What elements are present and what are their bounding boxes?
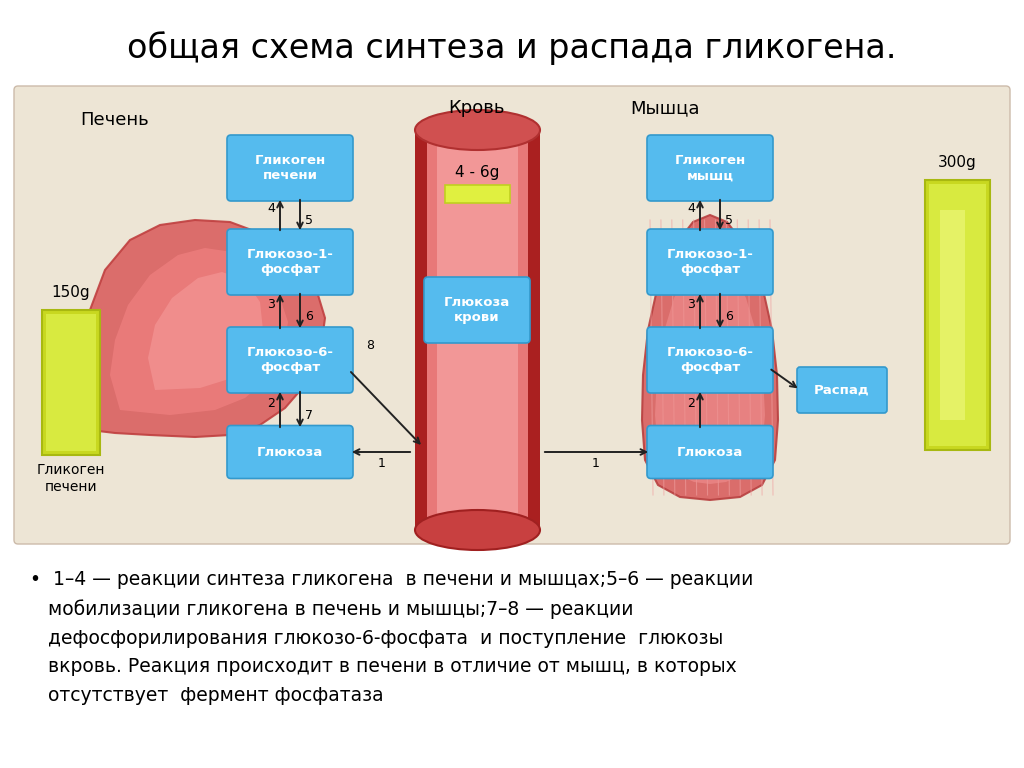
Text: Мышца: Мышца — [630, 99, 699, 117]
Text: 1: 1 — [592, 457, 599, 470]
Text: •  1–4 — реакции синтеза гликогена  в печени и мышцах;5–6 — реакции
   мобилизац: • 1–4 — реакции синтеза гликогена в пече… — [30, 570, 754, 705]
Text: 2: 2 — [687, 397, 695, 410]
FancyBboxPatch shape — [445, 185, 510, 203]
FancyBboxPatch shape — [647, 327, 773, 393]
FancyBboxPatch shape — [940, 210, 965, 420]
Polygon shape — [148, 272, 263, 390]
Text: 1: 1 — [378, 457, 386, 470]
Text: Печень: Печень — [81, 111, 150, 129]
Text: Глюкозо-6-
фосфат: Глюкозо-6- фосфат — [667, 346, 754, 374]
Text: 5: 5 — [305, 214, 313, 227]
FancyBboxPatch shape — [227, 327, 353, 393]
Text: 4 - 6g: 4 - 6g — [456, 165, 500, 180]
FancyBboxPatch shape — [227, 425, 353, 478]
Text: 6: 6 — [305, 310, 313, 323]
Text: 4: 4 — [267, 203, 275, 216]
Polygon shape — [80, 220, 325, 437]
Text: Глюкоза: Глюкоза — [257, 445, 324, 458]
Polygon shape — [110, 248, 288, 415]
Text: 8: 8 — [366, 339, 374, 352]
FancyBboxPatch shape — [647, 229, 773, 295]
Text: Глюкозо-6-
фосфат: Глюкозо-6- фосфат — [247, 346, 334, 374]
Ellipse shape — [415, 110, 540, 150]
FancyBboxPatch shape — [14, 86, 1010, 544]
FancyBboxPatch shape — [424, 277, 530, 343]
Text: 4: 4 — [687, 203, 695, 216]
Text: Гликоген
печени: Гликоген печени — [37, 463, 105, 495]
Text: 7: 7 — [305, 409, 313, 422]
Text: Глюкоза: Глюкоза — [677, 445, 743, 458]
Text: 5: 5 — [725, 214, 733, 227]
Text: 3: 3 — [687, 299, 695, 312]
FancyBboxPatch shape — [42, 310, 100, 455]
Text: общая схема синтеза и распада гликогена.: общая схема синтеза и распада гликогена. — [127, 31, 897, 65]
Text: Кровь: Кровь — [449, 99, 505, 117]
FancyBboxPatch shape — [797, 367, 887, 413]
Text: Гликоген
печени: Гликоген печени — [254, 154, 326, 182]
Text: 2: 2 — [267, 397, 275, 410]
Text: 3: 3 — [267, 299, 275, 312]
Text: 150g: 150g — [51, 285, 90, 300]
FancyBboxPatch shape — [925, 180, 990, 450]
FancyBboxPatch shape — [46, 314, 96, 451]
Text: 300g: 300g — [938, 155, 977, 170]
Text: Глюкозо-1-
фосфат: Глюкозо-1- фосфат — [667, 248, 754, 276]
FancyBboxPatch shape — [437, 135, 518, 525]
FancyBboxPatch shape — [415, 130, 540, 530]
Polygon shape — [642, 215, 778, 500]
FancyBboxPatch shape — [227, 229, 353, 295]
Text: Гликоген
мышц: Гликоген мышц — [675, 154, 745, 182]
FancyBboxPatch shape — [647, 135, 773, 201]
Text: Распад: Распад — [814, 383, 869, 396]
FancyBboxPatch shape — [227, 135, 353, 201]
FancyBboxPatch shape — [929, 184, 986, 446]
FancyBboxPatch shape — [423, 130, 532, 530]
FancyBboxPatch shape — [528, 130, 540, 530]
FancyBboxPatch shape — [415, 130, 427, 530]
Ellipse shape — [415, 510, 540, 550]
FancyBboxPatch shape — [647, 425, 773, 478]
Text: Глюкозо-1-
фосфат: Глюкозо-1- фосфат — [247, 248, 334, 276]
Text: 6: 6 — [725, 310, 733, 323]
Text: Глюкоза
крови: Глюкоза крови — [443, 296, 510, 324]
Polygon shape — [655, 252, 765, 484]
